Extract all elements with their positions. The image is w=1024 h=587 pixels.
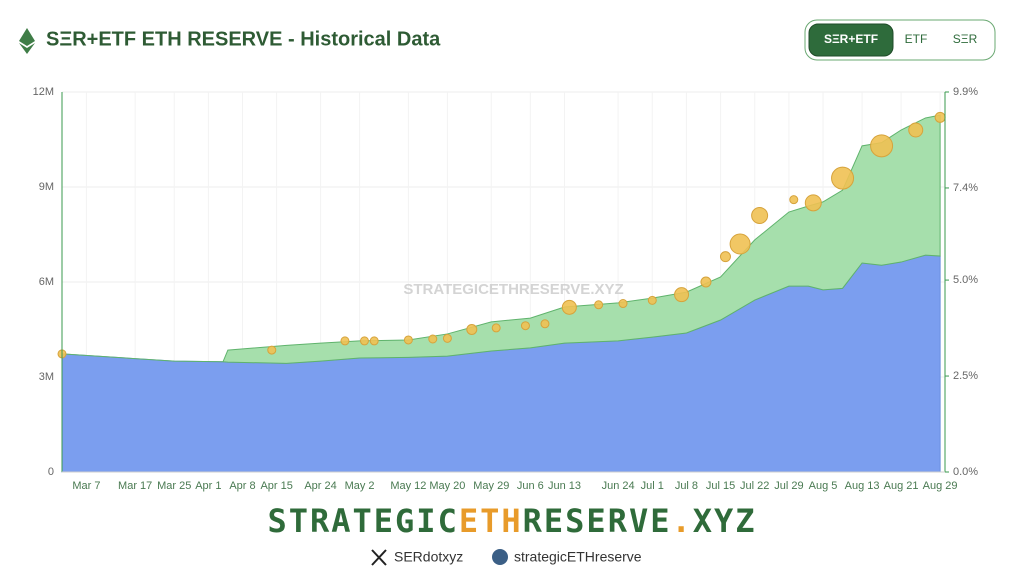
- y2-tick-label: 0.0%: [953, 466, 978, 478]
- bubble: [789, 195, 799, 205]
- bubble: [674, 287, 690, 303]
- x-tick-label: Mar 17: [118, 480, 152, 492]
- bubble: [442, 333, 452, 343]
- brand: STRATEGICETHRESERVE.XYZ: [267, 502, 756, 540]
- x-tick-label: Aug 29: [923, 480, 958, 492]
- social-handle[interactable]: SERdotxyz: [394, 549, 463, 565]
- bubble: [520, 321, 530, 331]
- x-tick-label: May 20: [429, 480, 465, 492]
- brand-part: XYZ: [693, 502, 757, 540]
- toggle-label[interactable]: ETF: [905, 32, 928, 46]
- x-tick-label: Apr 24: [304, 480, 336, 492]
- x-tick-label: Mar 7: [72, 480, 100, 492]
- x-tick-label: Aug 5: [809, 480, 838, 492]
- x-tick-label: Jul 22: [740, 480, 769, 492]
- y2-tick-label: 9.9%: [953, 86, 978, 98]
- x-tick-label: Apr 8: [229, 480, 255, 492]
- y-tick-label: 9M: [39, 181, 54, 193]
- y-tick-label: 6M: [39, 276, 54, 288]
- toggle-label[interactable]: SΞR: [953, 32, 978, 46]
- y-tick-label: 0: [48, 466, 54, 478]
- y2-tick-label: 2.5%: [953, 370, 978, 382]
- bubble: [729, 233, 751, 255]
- toggle-button-active[interactable]: [808, 23, 894, 57]
- bubble: [561, 299, 577, 315]
- x-tick-label: Jun 13: [548, 480, 581, 492]
- bubble: [369, 336, 379, 346]
- toggle-label[interactable]: SΞR+ETF: [824, 32, 878, 46]
- bubble: [908, 122, 924, 138]
- x-tick-label: Jun 6: [517, 480, 544, 492]
- bubble: [647, 295, 657, 305]
- bubble: [340, 336, 350, 346]
- eth-icon: [19, 28, 35, 54]
- bubble: [359, 336, 369, 346]
- x-tick-label: Jun 24: [602, 480, 635, 492]
- x-tick-label: May 2: [345, 480, 375, 492]
- x-tick-label: May 29: [473, 480, 509, 492]
- bubble: [466, 324, 478, 335]
- title: SΞR+ETF ETH RESERVE - Historical Data: [46, 28, 441, 50]
- x-tick-label: Jul 15: [706, 480, 735, 492]
- x-tick-label: Apr 15: [260, 480, 292, 492]
- bubble: [491, 323, 501, 333]
- y2-tick-label: 7.4%: [953, 182, 978, 194]
- bubble: [267, 345, 277, 355]
- bubble: [540, 319, 550, 329]
- bubble: [719, 251, 731, 263]
- x-icon: [371, 549, 387, 566]
- x-tick-label: Jul 8: [675, 480, 698, 492]
- x-tick-label: Aug 13: [845, 480, 880, 492]
- x-tick-label: Aug 21: [884, 480, 919, 492]
- social-handle[interactable]: strategicETHreserve: [514, 549, 642, 565]
- bubble: [831, 166, 855, 190]
- bubble: [804, 194, 822, 212]
- globe-icon: [492, 549, 508, 565]
- x-tick-label: Apr 1: [195, 480, 221, 492]
- x-tick-label: Mar 25: [157, 480, 191, 492]
- bubble: [934, 111, 946, 123]
- watermark: STRATEGICETHRESERVE.XYZ: [403, 281, 623, 298]
- bubble: [618, 299, 628, 309]
- y-tick-label: 12M: [33, 86, 54, 98]
- x-tick-label: May 12: [390, 480, 426, 492]
- brand-part: STRATEGIC: [267, 502, 458, 540]
- bubble: [403, 335, 413, 345]
- bubble: [700, 276, 712, 288]
- x-tick-label: Jul 29: [774, 480, 803, 492]
- bubble: [594, 300, 604, 310]
- bubble: [870, 134, 894, 158]
- brand-part: RESERVE: [523, 502, 672, 540]
- brand-part: ETH: [459, 502, 523, 540]
- brand-part: .: [671, 502, 692, 540]
- x-tick-label: Jul 1: [641, 480, 664, 492]
- bubble: [751, 207, 769, 224]
- y-tick-label: 3M: [39, 371, 54, 383]
- y2-tick-label: 5.0%: [953, 274, 978, 286]
- plot: 0 3M 6M 9M 12M 0.0% 2.5% 5.0% 7.4% 9.9% Mar 7 Mar 1…: [33, 86, 979, 492]
- bubble: [428, 334, 438, 344]
